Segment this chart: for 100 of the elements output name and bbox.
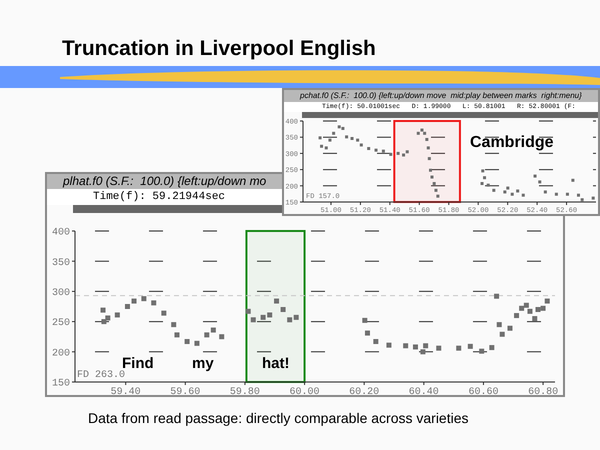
x-tick-label: 60.00 — [290, 387, 320, 398]
point — [468, 344, 473, 349]
point — [396, 152, 400, 155]
point — [576, 194, 580, 197]
point — [382, 150, 385, 153]
point — [210, 328, 216, 333]
point — [456, 346, 462, 351]
point — [332, 132, 336, 135]
x-tick-label: 60.40 — [408, 387, 439, 398]
point — [486, 184, 490, 187]
point — [171, 322, 176, 328]
point — [350, 136, 354, 140]
x-tick-label: 60.80 — [528, 387, 558, 398]
point — [250, 317, 256, 322]
point — [360, 143, 363, 146]
point — [174, 332, 180, 338]
point — [402, 154, 406, 157]
point — [389, 152, 392, 156]
point — [114, 312, 120, 318]
y-tick-label: 200 — [52, 348, 70, 360]
point — [580, 198, 584, 202]
point — [345, 135, 348, 138]
point — [105, 315, 110, 320]
point — [506, 186, 510, 190]
annotation: my — [192, 355, 214, 372]
x-tick-label: 59.40 — [110, 387, 141, 398]
text: pchat.f0 (S.F.: 100.0) {left:up/down move mid:play between marks right:menu} — [284, 90, 598, 102]
point — [338, 125, 341, 128]
text: plhat.f0 (S.F.: 100.0) {left:up/down mo — [63, 174, 266, 188]
point — [423, 132, 426, 135]
point — [219, 334, 224, 340]
point — [527, 308, 532, 314]
point — [100, 308, 106, 313]
point — [538, 180, 542, 184]
point — [328, 138, 332, 142]
point — [423, 343, 428, 348]
annotation: Find — [122, 355, 154, 372]
point — [374, 148, 378, 152]
point — [426, 146, 430, 150]
point — [481, 169, 484, 172]
point — [532, 316, 538, 322]
point — [430, 176, 434, 179]
point — [503, 190, 506, 194]
point — [367, 147, 370, 150]
annotation: Cambridge — [470, 134, 554, 152]
point — [536, 307, 541, 312]
point — [519, 306, 524, 311]
point — [373, 339, 378, 344]
point — [341, 126, 344, 130]
point — [496, 322, 502, 328]
point — [436, 194, 440, 198]
annotation: FD 263.0 — [77, 370, 126, 381]
point — [267, 312, 272, 318]
y-tick-label: 350 — [52, 258, 70, 269]
point — [132, 298, 137, 304]
point — [507, 326, 512, 331]
x-tick-label: 60.20 — [349, 387, 380, 398]
point — [544, 298, 550, 304]
x-tick-label: 60.60 — [468, 387, 498, 398]
point — [436, 346, 442, 351]
point — [420, 128, 424, 132]
point — [204, 332, 210, 338]
point — [151, 300, 156, 306]
point — [320, 144, 324, 148]
point — [194, 340, 200, 346]
point — [406, 150, 409, 154]
point — [356, 138, 360, 142]
point — [500, 332, 505, 337]
chart-title: Truncation in Liverpool English — [62, 37, 376, 61]
point — [246, 308, 251, 314]
x-tick-label: 59.60 — [170, 387, 200, 398]
point — [566, 192, 569, 196]
point — [514, 313, 520, 318]
point — [364, 330, 370, 336]
point — [492, 188, 496, 192]
point — [416, 132, 420, 135]
point — [274, 298, 280, 304]
point — [534, 174, 537, 178]
point — [412, 344, 418, 350]
point — [429, 168, 432, 172]
point — [101, 319, 106, 324]
point — [571, 178, 574, 182]
point — [428, 157, 431, 160]
point — [318, 136, 322, 140]
point — [483, 176, 486, 180]
y-tick-label: 300 — [52, 288, 70, 299]
point — [420, 349, 426, 354]
point — [362, 318, 368, 323]
point — [516, 189, 520, 192]
point — [287, 317, 292, 322]
point — [592, 196, 595, 200]
point — [403, 343, 408, 348]
point — [324, 146, 328, 150]
point — [544, 190, 547, 194]
point — [494, 294, 500, 299]
point — [432, 182, 436, 186]
point — [479, 348, 484, 354]
point — [510, 192, 514, 196]
x-tick-label: 59.80 — [230, 387, 260, 398]
point — [184, 339, 190, 344]
